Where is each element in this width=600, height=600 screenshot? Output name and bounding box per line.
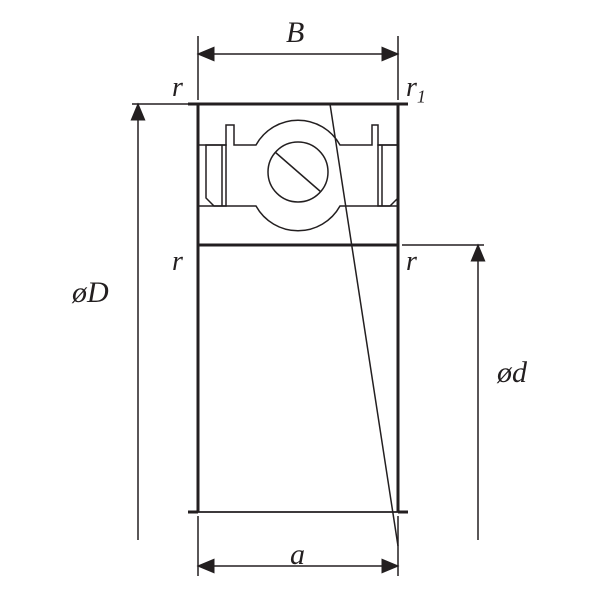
ball-contact-chord — [275, 152, 321, 192]
label-r-mid-right: r — [406, 248, 417, 276]
label-r1: r1 — [406, 74, 426, 106]
label-r-top-left: r — [172, 74, 183, 102]
contact-line — [330, 104, 398, 546]
label-a: a — [290, 540, 305, 570]
label-r1-main: r — [406, 72, 417, 103]
left-shield — [206, 145, 226, 206]
label-D: øD — [72, 278, 109, 308]
right-shield — [378, 145, 398, 206]
label-B: B — [286, 18, 304, 48]
label-r1-sub: 1 — [417, 87, 426, 107]
shaft-section — [198, 245, 398, 512]
inner-race — [198, 145, 398, 245]
label-r-mid-left: r — [172, 248, 183, 276]
outer-race — [198, 104, 398, 145]
label-d: ød — [497, 358, 527, 388]
